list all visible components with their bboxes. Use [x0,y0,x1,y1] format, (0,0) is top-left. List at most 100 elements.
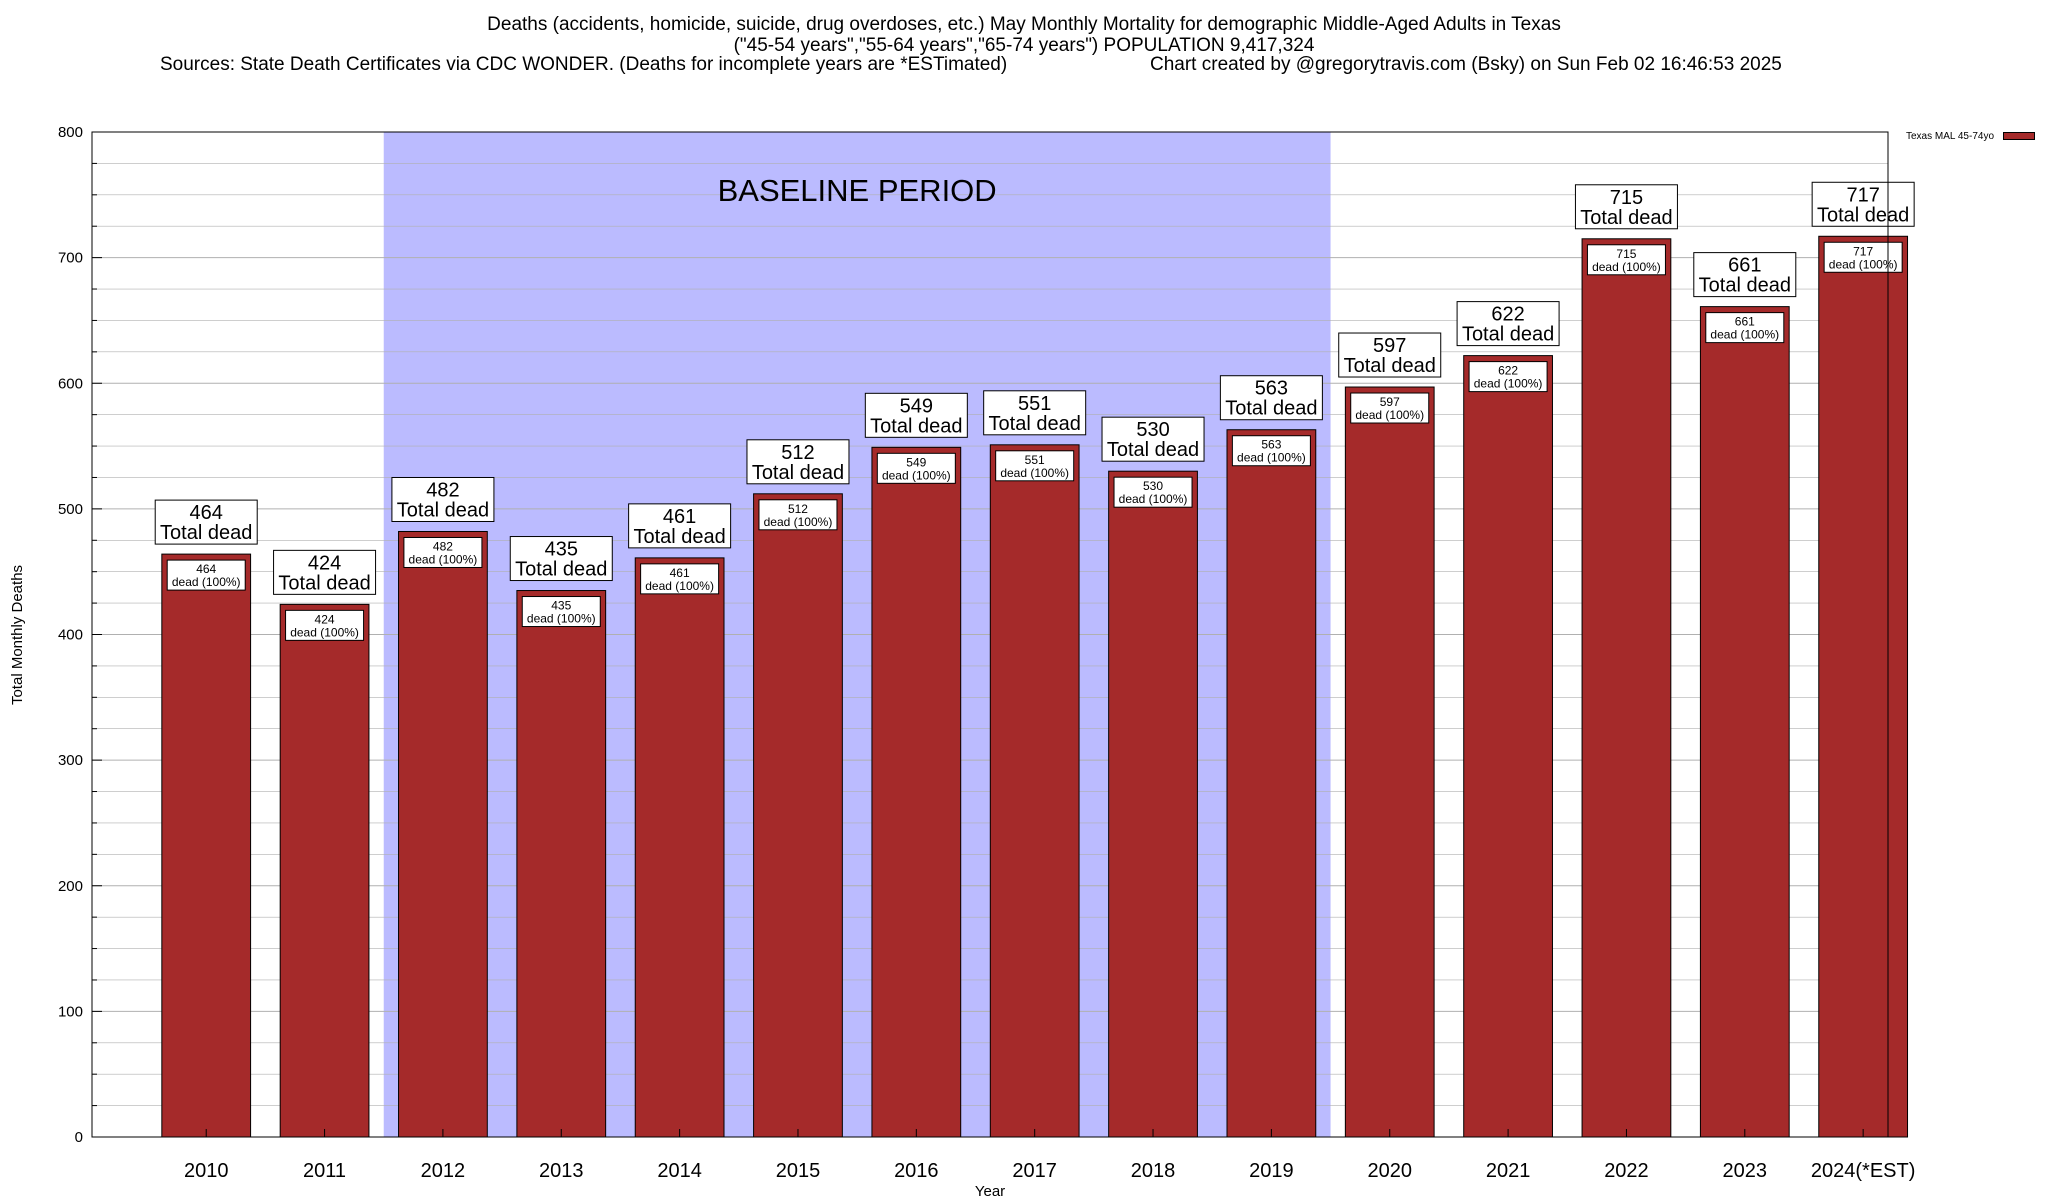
bar [1226,429,1317,1138]
top-value-label: 597 [1373,335,1406,357]
inner-value-label: 549 [906,455,926,469]
x-tick-label: 2022 [1604,1160,1649,1182]
top-label-box [509,536,613,582]
inner-percent-label: dead (100%) [172,575,241,589]
x-tick-label: 2016 [894,1160,939,1182]
inner-percent-label: dead (100%) [1829,257,1898,271]
top-total-label: Total dead [1580,207,1672,229]
inner-percent-label: dead (100%) [409,552,478,566]
inner-label-box [1231,435,1311,467]
inner-label-box [1113,476,1193,508]
top-label-box [628,503,732,549]
top-total-label: Total dead [515,559,607,581]
x-tick-label: 2017 [1012,1160,1057,1182]
bar [516,590,607,1138]
x-tick-label: 2023 [1723,1160,1768,1182]
inner-label-box [1468,361,1548,393]
inner-label-box [521,596,601,628]
inner-label-box [640,563,720,595]
top-total-label: Total dead [752,462,844,484]
top-value-label: 622 [1491,304,1524,326]
inner-value-label: 435 [551,599,571,613]
inner-label-box [1350,392,1430,424]
inner-percent-label: dead (100%) [290,625,359,639]
y-tick-label: 500 [58,501,83,518]
bar [279,603,370,1138]
inner-value-label: 551 [1025,453,1045,467]
inner-value-label: 482 [433,539,453,553]
inner-label-box [1705,312,1785,344]
inner-label-box [1823,241,1903,273]
bar [161,553,252,1138]
top-label-box [391,476,495,522]
sources-note: Sources: State Death Certificates via CD… [160,54,1008,75]
chart-subtitle: ("45-54 years","55-64 years","65-74 year… [733,35,1315,56]
x-tick-label: 2021 [1486,1160,1531,1182]
inner-percent-label: dead (100%) [882,468,951,482]
chart-credit: Chart created by @gregorytravis.com (Bsk… [1150,54,1782,75]
inner-percent-label: dead (100%) [527,612,596,626]
x-tick-label: 2015 [776,1160,821,1182]
top-label-box [273,549,377,595]
top-label-box [864,392,968,438]
top-total-label: Total dead [278,572,370,594]
y-tick-label: 700 [58,250,83,267]
x-tick-label: 2019 [1249,1160,1294,1182]
top-value-label: 549 [900,395,933,417]
top-value-label: 435 [545,539,578,561]
top-total-label: Total dead [1462,324,1554,346]
top-value-label: 563 [1255,378,1288,400]
x-tick-label: 2011 [303,1160,346,1182]
top-value-label: 715 [1610,187,1643,209]
top-label-box [983,390,1087,436]
top-label-box [1101,416,1205,462]
inner-percent-label: dead (100%) [764,515,833,529]
top-value-label: 461 [663,506,696,528]
top-label-box [746,439,850,485]
inner-label-box [166,559,246,591]
inner-value-label: 530 [1143,479,1163,493]
top-total-label: Total dead [1344,355,1436,377]
inner-value-label: 424 [315,612,335,626]
chart-title: Deaths (accidents, homicide, suicide, dr… [487,14,1561,35]
inner-value-label: 622 [1498,364,1518,378]
x-tick-label: 2018 [1131,1160,1176,1182]
inner-value-label: 512 [788,502,808,516]
inner-value-label: 464 [196,562,216,576]
inner-value-label: 563 [1261,438,1281,452]
top-label-box [1456,301,1560,347]
inner-label-box [995,450,1075,482]
top-total-label: Total dead [1225,398,1317,420]
bar [1463,355,1553,1138]
top-total-label: Total dead [633,526,725,548]
bar [634,557,725,1138]
legend-swatch [2002,132,2035,141]
y-tick-label: 0 [75,1129,83,1146]
inner-label-box [1586,244,1666,276]
inner-percent-label: dead (100%) [1237,451,1306,465]
inner-label-box [403,536,483,568]
bar [753,493,843,1138]
x-tick-label: 2014 [657,1160,702,1182]
top-label-box [1574,184,1678,230]
inner-value-label: 717 [1853,244,1873,258]
y-tick-label: 200 [58,878,83,895]
inner-value-label: 661 [1735,315,1755,329]
inner-label-box [285,609,365,641]
top-label-box [1219,375,1323,421]
top-total-label: Total dead [160,522,252,544]
top-label-box [1693,252,1797,298]
top-value-label: 661 [1728,255,1761,277]
top-value-label: 717 [1846,184,1879,206]
top-value-label: 530 [1136,419,1169,441]
legend: Texas MAL 45-74yo [1906,131,2035,142]
inner-percent-label: dead (100%) [1119,492,1188,506]
top-total-label: Total dead [870,415,962,437]
inner-value-label: 461 [670,566,690,580]
chart-title-block: Deaths (accidents, homicide, suicide, dr… [0,14,2048,56]
x-tick-label: 2010 [184,1160,229,1182]
bar [398,530,488,1138]
inner-label-box [758,499,838,531]
top-total-label: Total dead [989,413,1081,435]
